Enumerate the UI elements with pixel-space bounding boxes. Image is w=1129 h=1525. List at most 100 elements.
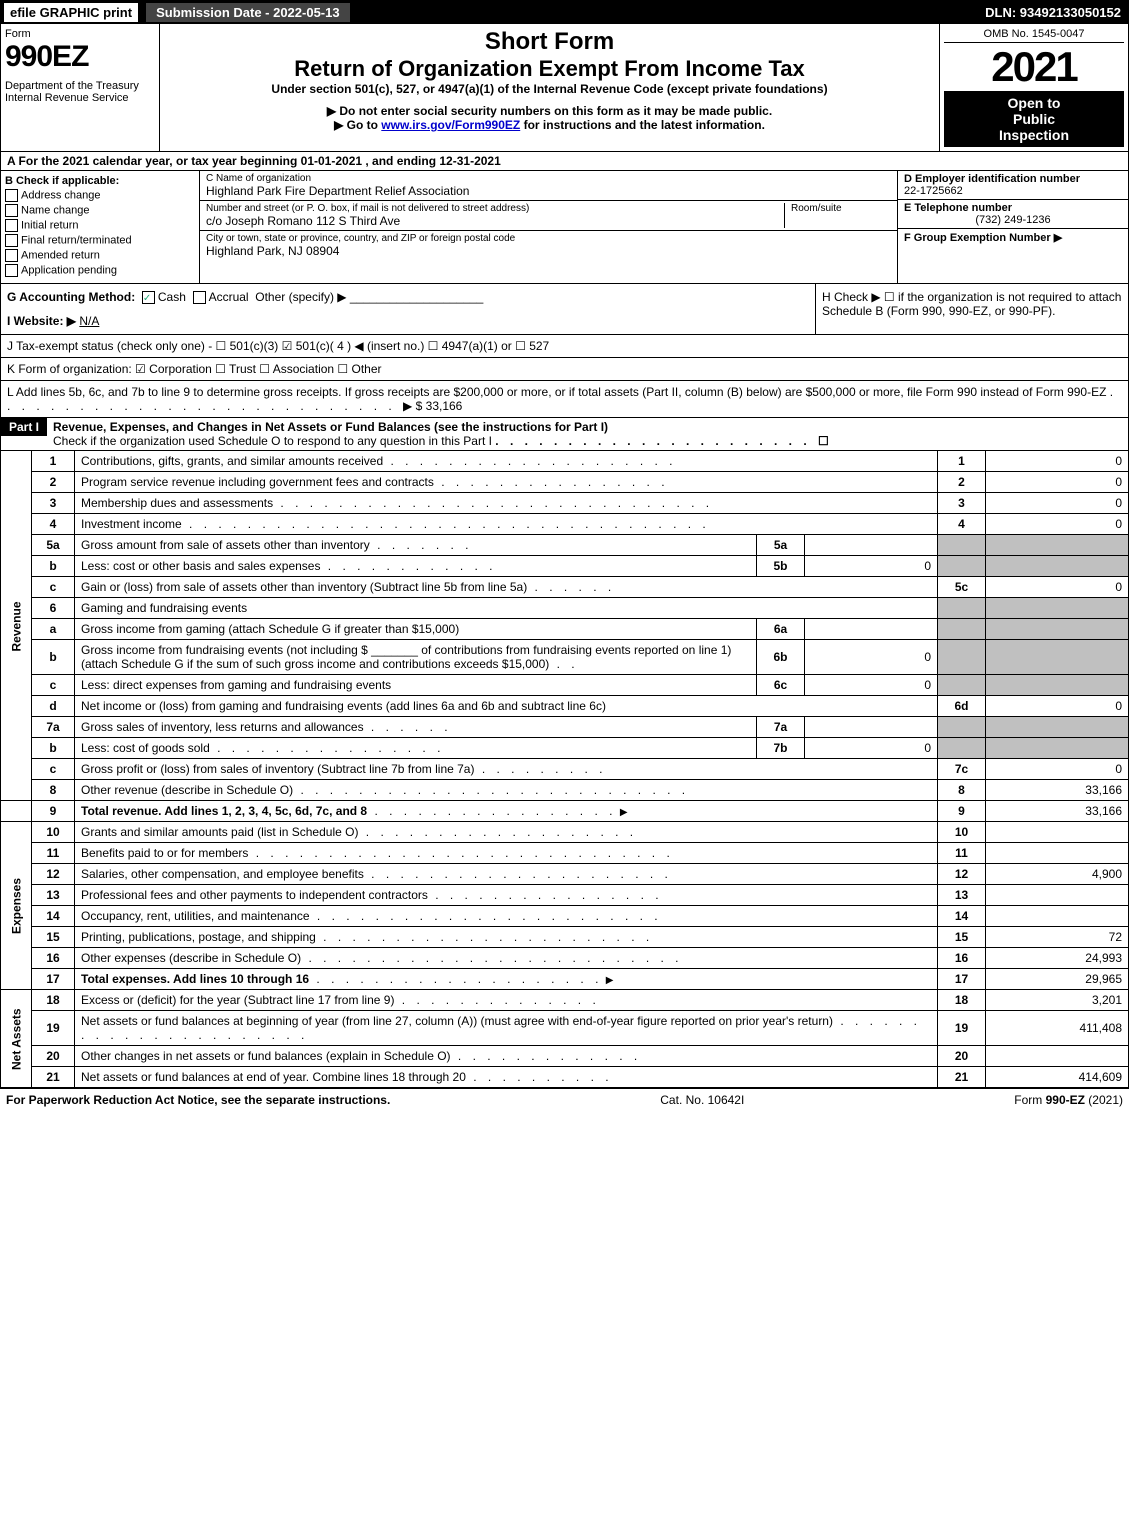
line-20-desc: Other changes in net assets or fund bala… bbox=[81, 1049, 451, 1063]
tel-value: (732) 249-1236 bbox=[904, 214, 1122, 226]
line-4-rn: 4 bbox=[938, 514, 986, 535]
chk-amended-return[interactable]: Amended return bbox=[5, 249, 195, 262]
chk-address-change[interactable]: Address change bbox=[5, 189, 195, 202]
open-line-3: Inspection bbox=[948, 127, 1120, 143]
irs-label: Internal Revenue Service bbox=[5, 92, 155, 104]
city-label: City or town, state or province, country… bbox=[206, 233, 891, 244]
irs-link[interactable]: www.irs.gov/Form990EZ bbox=[381, 118, 520, 132]
line-14-rn: 14 bbox=[938, 906, 986, 927]
line-9-num: 9 bbox=[32, 801, 75, 822]
line-13-rv bbox=[986, 885, 1129, 906]
chk-application-pending[interactable]: Application pending bbox=[5, 264, 195, 277]
line-6-desc: Gaming and fundraising events bbox=[75, 598, 938, 619]
section-g: G Accounting Method: Cash Accrual Other … bbox=[1, 284, 815, 334]
line-21-rv: 414,609 bbox=[986, 1067, 1129, 1088]
line-9-desc: Total revenue. Add lines 1, 2, 3, 4, 5c,… bbox=[81, 804, 367, 818]
line-19-desc: Net assets or fund balances at beginning… bbox=[81, 1014, 833, 1028]
line-2-num: 2 bbox=[32, 472, 75, 493]
efile-graphic-print: efile GRAPHIC print bbox=[4, 3, 138, 22]
ein-value: 22-1725662 bbox=[904, 185, 1122, 197]
top-bar: efile GRAPHIC print Submission Date - 20… bbox=[0, 0, 1129, 24]
section-c: C Name of organization Highland Park Fir… bbox=[200, 171, 897, 283]
line-3-desc: Membership dues and assessments bbox=[81, 496, 273, 510]
line-7a-desc: Gross sales of inventory, less returns a… bbox=[81, 720, 364, 734]
line-6d-rv: 0 bbox=[986, 696, 1129, 717]
line-12-num: 12 bbox=[32, 864, 75, 885]
line-5a-mv bbox=[805, 535, 938, 556]
line-6a-desc: Gross income from gaming (attach Schedul… bbox=[81, 622, 459, 636]
line-6c-desc: Less: direct expenses from gaming and fu… bbox=[81, 678, 391, 692]
chk-initial-return[interactable]: Initial return bbox=[5, 219, 195, 232]
line-3-rn: 3 bbox=[938, 493, 986, 514]
line-12-rn: 12 bbox=[938, 864, 986, 885]
line-8-num: 8 bbox=[32, 780, 75, 801]
line-3-rv: 0 bbox=[986, 493, 1129, 514]
chk-name-change[interactable]: Name change bbox=[5, 204, 195, 217]
line-5b-num: b bbox=[32, 556, 75, 577]
chk-cash[interactable] bbox=[142, 291, 155, 304]
section-b: B Check if applicable: Address change Na… bbox=[1, 171, 200, 283]
line-1-rn: 1 bbox=[938, 451, 986, 472]
line-16-rv: 24,993 bbox=[986, 948, 1129, 969]
section-i-label: I Website: ▶ bbox=[7, 314, 76, 328]
line-1-desc: Contributions, gifts, grants, and simila… bbox=[81, 454, 383, 468]
header-left: Form 990EZ Department of the Treasury In… bbox=[1, 24, 160, 151]
line-5c-desc: Gain or (loss) from sale of assets other… bbox=[81, 580, 527, 594]
section-l: L Add lines 5b, 6c, and 7b to line 9 to … bbox=[0, 381, 1129, 418]
part-i-label: Part I bbox=[1, 418, 47, 436]
line-4-num: 4 bbox=[32, 514, 75, 535]
line-20-rv bbox=[986, 1046, 1129, 1067]
short-form-title: Short Form bbox=[164, 28, 935, 56]
line-6b-mn: 6b bbox=[757, 640, 805, 675]
line-18-num: 18 bbox=[32, 990, 75, 1011]
submission-date: Submission Date - 2022-05-13 bbox=[146, 3, 350, 22]
chk-accrual[interactable] bbox=[193, 291, 206, 304]
line-10-num: 10 bbox=[32, 822, 75, 843]
open-to-public: Open to Public Inspection bbox=[944, 91, 1124, 147]
line-7a-mv bbox=[805, 717, 938, 738]
line-5b-mn: 5b bbox=[757, 556, 805, 577]
chk-final-return[interactable]: Final return/terminated bbox=[5, 234, 195, 247]
line-17-rn: 17 bbox=[938, 969, 986, 990]
part-i-check-text: Check if the organization used Schedule … bbox=[53, 434, 492, 448]
line-14-desc: Occupancy, rent, utilities, and maintena… bbox=[81, 909, 310, 923]
part-i-title: Revenue, Expenses, and Changes in Net As… bbox=[53, 420, 608, 434]
org-city: Highland Park, NJ 08904 bbox=[206, 244, 891, 258]
line-14-rv bbox=[986, 906, 1129, 927]
line-19-num: 19 bbox=[32, 1011, 75, 1046]
part-i-header-row: Part I Revenue, Expenses, and Changes in… bbox=[0, 418, 1129, 451]
line-11-desc: Benefits paid to or for members bbox=[81, 846, 248, 860]
line-12-rv: 4,900 bbox=[986, 864, 1129, 885]
section-b-label: B Check if applicable: bbox=[5, 175, 195, 187]
header-right: OMB No. 1545-0047 2021 Open to Public In… bbox=[940, 24, 1128, 151]
line-16-desc: Other expenses (describe in Schedule O) bbox=[81, 951, 301, 965]
line-7c-desc: Gross profit or (loss) from sales of inv… bbox=[81, 762, 474, 776]
line-7b-desc: Less: cost of goods sold bbox=[81, 741, 210, 755]
expenses-vert-label: Expenses bbox=[1, 822, 32, 990]
line-14-num: 14 bbox=[32, 906, 75, 927]
section-def: D Employer identification number 22-1725… bbox=[897, 171, 1128, 283]
section-a-tax-year: A For the 2021 calendar year, or tax yea… bbox=[0, 152, 1129, 171]
line-20-num: 20 bbox=[32, 1046, 75, 1067]
line-17-num: 17 bbox=[32, 969, 75, 990]
dln: DLN: 93492133050152 bbox=[985, 5, 1129, 20]
form-ref: Form 990-EZ (2021) bbox=[1014, 1093, 1123, 1107]
line-7a-num: 7a bbox=[32, 717, 75, 738]
org-address: c/o Joseph Romano 112 S Third Ave bbox=[206, 214, 784, 228]
line-3-num: 3 bbox=[32, 493, 75, 514]
line-15-rn: 15 bbox=[938, 927, 986, 948]
line-7b-mv: 0 bbox=[805, 738, 938, 759]
line-19-rv: 411,408 bbox=[986, 1011, 1129, 1046]
line-21-num: 21 bbox=[32, 1067, 75, 1088]
line-11-rv bbox=[986, 843, 1129, 864]
line-15-desc: Printing, publications, postage, and shi… bbox=[81, 930, 316, 944]
line-7b-mn: 7b bbox=[757, 738, 805, 759]
name-label: C Name of organization bbox=[206, 173, 891, 184]
line-2-rv: 0 bbox=[986, 472, 1129, 493]
line-7b-num: b bbox=[32, 738, 75, 759]
line-7a-mn: 7a bbox=[757, 717, 805, 738]
open-line-1: Open to bbox=[948, 95, 1120, 111]
part-i-checkbox[interactable]: ☐ bbox=[818, 434, 829, 448]
line-16-num: 16 bbox=[32, 948, 75, 969]
line-5c-num: c bbox=[32, 577, 75, 598]
